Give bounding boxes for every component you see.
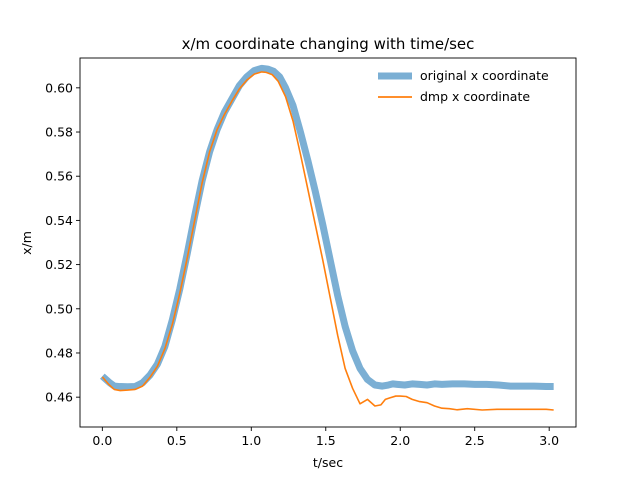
x-axis-label: t/sec [313, 455, 343, 470]
series-line-1 [101, 71, 554, 411]
y-tick-label-0: 0.46 [45, 390, 73, 405]
legend-label-original: original x coordinate [420, 68, 549, 83]
legend: original x coordinate dmp x coordinate [378, 68, 549, 104]
x-tick-label-1: 0.5 [167, 433, 187, 448]
chart-title: x/m coordinate changing with time/sec [182, 35, 475, 53]
y-tick-label-4: 0.54 [45, 213, 73, 228]
plot-area: 0.0 0.5 1.0 1.5 2.0 2.5 3.0 0.46 0.48 0.50 0.52 0.5… [45, 57, 577, 448]
x-tick-label-3: 1.5 [316, 433, 336, 448]
y-tick-label-7: 0.60 [45, 80, 73, 95]
y-tick-label-3: 0.52 [45, 257, 73, 272]
series-line-0 [100, 64, 554, 391]
x-tick-label-2: 1.0 [241, 433, 261, 448]
legend-label-dmp: dmp x coordinate [420, 89, 530, 104]
x-tick-label-5: 2.5 [465, 433, 485, 448]
y-tick-label-5: 0.56 [45, 169, 73, 184]
x-tick-label-0: 0.0 [92, 433, 112, 448]
axes-frame [79, 57, 577, 428]
x-tick-label-6: 3.0 [539, 433, 559, 448]
y-tick-label-6: 0.58 [45, 125, 73, 140]
y-tick-label-2: 0.50 [45, 301, 73, 316]
y-axis-label: x/m [19, 231, 34, 255]
x-tick-label-4: 2.0 [390, 433, 410, 448]
y-tick-label-1: 0.48 [45, 345, 73, 360]
